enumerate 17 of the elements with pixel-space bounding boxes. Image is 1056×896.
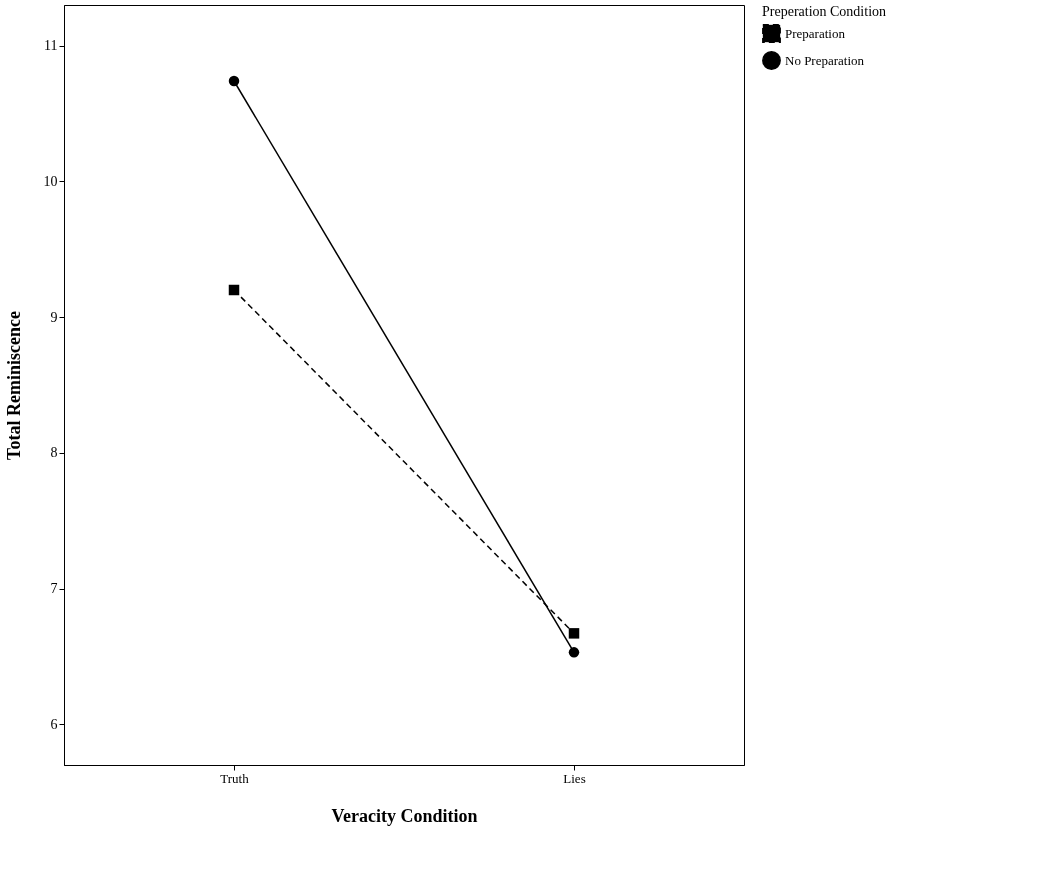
- x-axis-title: Veracity Condition: [331, 805, 478, 826]
- legend-title: Preperation Condition: [762, 4, 887, 19]
- x-tick-label: Truth: [220, 770, 250, 786]
- y-tick-label: 11: [44, 38, 58, 54]
- y-axis-title: Total Reminiscence: [3, 311, 24, 460]
- y-tick-label: 10: [43, 173, 58, 189]
- y-tick-label: 6: [50, 716, 58, 732]
- legend-label: No Preparation: [785, 52, 865, 68]
- point: [228, 284, 240, 296]
- point: [568, 647, 580, 658]
- legend-label: Preparation: [785, 25, 846, 41]
- y-tick-label: 7: [50, 581, 58, 597]
- y-tick-label: 9: [50, 309, 58, 325]
- point: [228, 75, 240, 87]
- y-tick-label: 8: [50, 445, 58, 461]
- x-tick-label: Lies: [563, 770, 586, 786]
- point: [568, 628, 580, 639]
